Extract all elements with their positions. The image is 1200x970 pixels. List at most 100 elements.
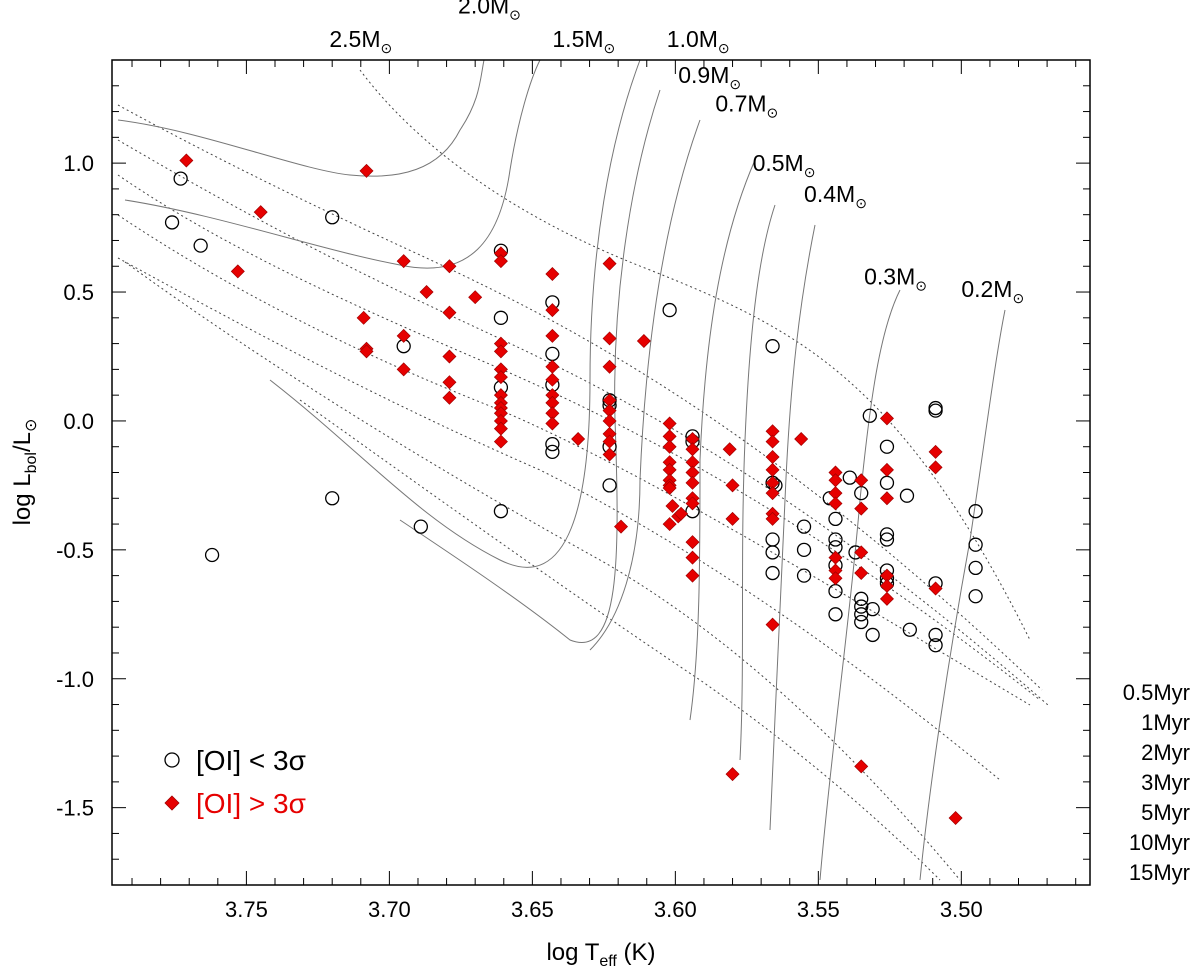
data-point-diamond [928, 581, 943, 596]
data-point-diamond [725, 478, 740, 493]
data-point-circle [828, 607, 843, 622]
data-point-circle [899, 488, 915, 503]
data-point-diamond [879, 591, 894, 606]
data-point-circle [796, 568, 812, 583]
data-point-diamond [685, 550, 700, 565]
series-oi-above-3sigma [179, 153, 963, 825]
data-point-diamond [879, 578, 894, 593]
data-point-circle [193, 238, 208, 253]
isochrone-track [117, 257, 1001, 781]
data-point-diamond [359, 344, 374, 359]
y-tick-label: 1.0 [63, 151, 94, 176]
data-point-diamond [253, 205, 268, 220]
data-point-diamond [230, 264, 245, 279]
mass-label: 0.3M⊙ [864, 263, 927, 293]
x-tick-label: 3.60 [654, 897, 697, 922]
data-point-circle [854, 599, 869, 614]
data-point-diamond [765, 511, 780, 526]
data-point-diamond [442, 349, 457, 364]
sun-symbol: ⊙ [604, 40, 616, 56]
sun-symbol: ⊙ [804, 164, 816, 180]
mass-label: 1.0M⊙ [667, 26, 730, 56]
data-point-circle [545, 346, 560, 362]
data-point-circle [879, 527, 895, 542]
mass-track-1.5 [269, 59, 641, 568]
data-point-circle [968, 504, 983, 519]
data-point-diamond [725, 767, 740, 782]
mass-label: 0.9M⊙ [678, 62, 741, 92]
data-point-diamond [545, 328, 560, 343]
data-point-diamond [662, 439, 677, 454]
mass-label: 1.5M⊙ [552, 26, 615, 56]
isochrone-label: 5Myr [1141, 800, 1190, 825]
data-point-diamond [928, 460, 943, 475]
data-point-diamond [602, 359, 617, 374]
isochrone-track [117, 174, 1041, 701]
data-point-diamond [493, 421, 508, 436]
data-point-diamond [179, 153, 194, 168]
y-tick-label: -1.0 [56, 667, 94, 692]
mass-track-0.5 [739, 204, 776, 761]
data-point-diamond [662, 517, 677, 532]
data-point-diamond [602, 447, 617, 462]
data-point-diamond [854, 759, 869, 774]
axis-tick-labels: 3.75 3.70 3.65 3.60 3.55 3.50 1.0 0.5 0.0 -0.5 -1.… [56, 151, 983, 922]
data-point-diamond [765, 617, 780, 632]
data-point-diamond [602, 256, 617, 271]
legend-label-below: [OI] < 3σ [196, 745, 306, 776]
data-point-diamond [685, 535, 700, 550]
mass-label: 0.4M⊙ [804, 181, 867, 211]
svg-text:log Lbol/L⊙: log Lbol/L⊙ [9, 419, 40, 526]
data-point-circle [842, 470, 857, 485]
data-point-circle [879, 439, 895, 454]
data-point-diamond [662, 480, 677, 495]
data-point-diamond [571, 431, 586, 446]
data-point-diamond [879, 462, 894, 477]
sun-symbol: ⊙ [1012, 290, 1024, 306]
data-point-circle [493, 504, 509, 519]
data-point-circle [968, 589, 983, 604]
data-point-circle [928, 403, 943, 418]
data-point-circle [968, 560, 983, 576]
data-point-circle [879, 532, 895, 547]
data-point-diamond [356, 310, 371, 325]
data-point-diamond [879, 491, 894, 506]
data-point-diamond [765, 486, 780, 501]
mass-track-0.2 [919, 309, 1006, 881]
isochrone-track [117, 214, 1031, 706]
data-point-diamond [948, 810, 963, 825]
data-point-circle [928, 638, 943, 653]
mass-track-0.4 [769, 224, 816, 831]
data-point-circle [204, 547, 220, 563]
data-point-diamond [442, 305, 457, 320]
data-point-circle [765, 339, 780, 354]
data-point-diamond [722, 442, 737, 457]
data-point-circle [413, 519, 428, 534]
data-point-diamond [828, 496, 843, 511]
data-point-diamond [545, 372, 560, 387]
data-point-circle [765, 565, 780, 581]
isochrone-label: 0.5Myr [1123, 680, 1190, 705]
legend: [OI] < 3σ [OI] > 3σ [164, 745, 306, 819]
data-point-diamond [359, 163, 374, 178]
isochrone-label: 1Myr [1141, 710, 1190, 735]
data-point-diamond [602, 434, 617, 449]
x-tick-label: 3.65 [511, 897, 554, 922]
data-point-diamond [442, 259, 457, 274]
data-point-diamond [879, 411, 894, 426]
sun-symbol: ⊙ [509, 7, 521, 23]
data-point-circle [828, 511, 843, 527]
data-point-diamond [396, 362, 411, 377]
data-point-circle [545, 444, 560, 460]
data-point-circle [862, 408, 877, 423]
data-point-diamond [493, 344, 508, 359]
data-point-circle [545, 436, 560, 452]
data-point-circle [902, 622, 917, 637]
data-point-diamond [665, 499, 680, 514]
sun-symbol: ⊙ [855, 195, 867, 211]
legend-circle-marker [164, 752, 180, 768]
mass-track-2.5 [117, 59, 485, 177]
mass-label: 0.2M⊙ [961, 276, 1024, 306]
data-point-diamond [685, 568, 700, 583]
legend-diamond-marker [164, 795, 180, 811]
